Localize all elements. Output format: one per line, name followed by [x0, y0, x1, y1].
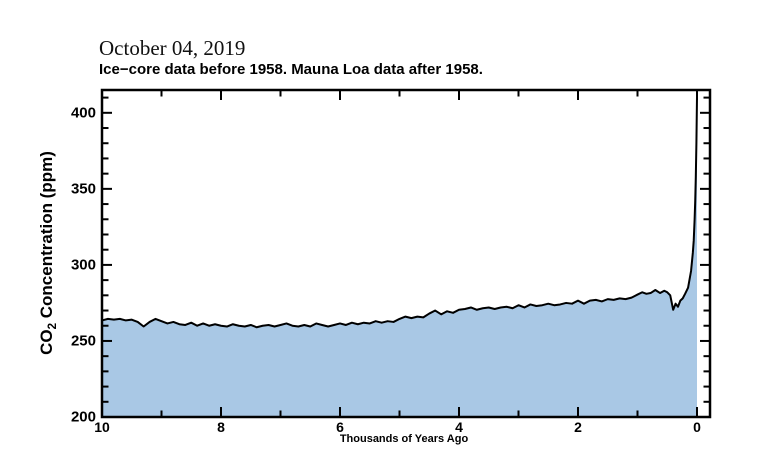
- x-tick-label: 10: [94, 419, 110, 435]
- y-tick-label: 200: [70, 408, 96, 426]
- co2-area-fill: [102, 96, 697, 418]
- x-tick-label: 6: [336, 419, 344, 435]
- plot-border: [100, 88, 712, 419]
- chart-date-title: October 04, 2019: [99, 36, 246, 60]
- y-tick-label: 250: [70, 332, 96, 350]
- x-axis-title: Thousands of Years Ago: [339, 433, 469, 445]
- x-tick-label: 4: [455, 419, 463, 435]
- x-tick-label: 2: [574, 419, 582, 435]
- y-tick-label: 400: [70, 104, 96, 122]
- y-tick-label: 300: [70, 256, 96, 274]
- chart-subtitle: Ice−core data before 1958. Mauna Loa dat…: [99, 61, 483, 78]
- y-tick-label: 350: [70, 180, 96, 198]
- x-tick-label: 0: [693, 419, 701, 435]
- co2-line: [101, 95, 698, 329]
- x-tick-label: 8: [217, 419, 225, 435]
